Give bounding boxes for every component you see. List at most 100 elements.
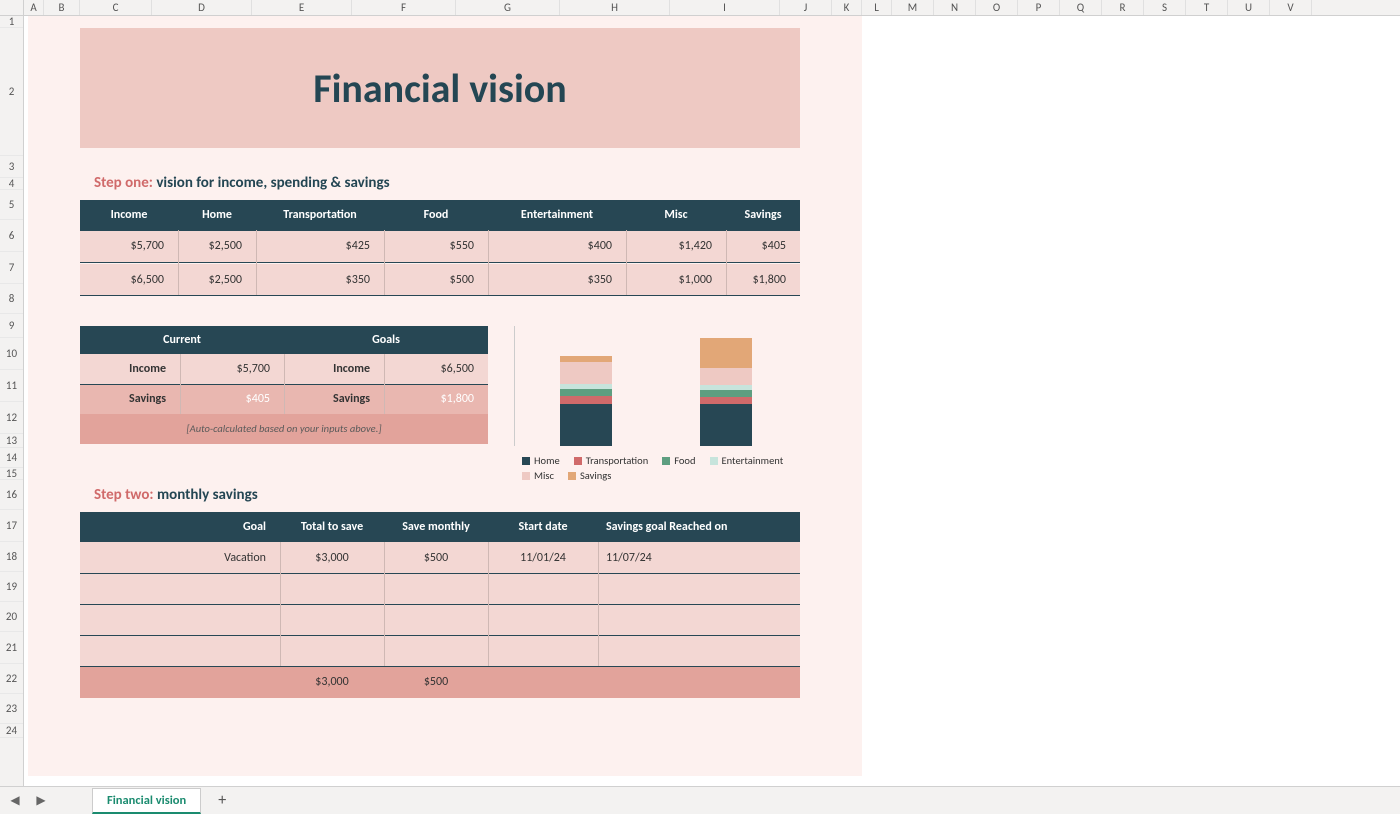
row-header-11[interactable]: 11 (0, 370, 23, 402)
chart-segment (560, 404, 612, 446)
step1-col-savings: Savings (726, 208, 800, 222)
table-cell[interactable]: $1,420 (626, 239, 726, 253)
summary-header: Current Goals (80, 326, 488, 354)
table-cell[interactable]: $2,500 (178, 239, 256, 253)
row-header-21[interactable]: 21 (0, 632, 23, 664)
row-header-15[interactable]: 15 (0, 468, 23, 480)
table-cell[interactable]: $500 (384, 551, 488, 565)
table-cell[interactable]: $2,500 (178, 273, 256, 287)
summary-current-income: $5,700 (180, 362, 284, 376)
column-header-A[interactable]: A (24, 0, 44, 15)
column-header-M[interactable]: M (892, 0, 934, 15)
row-header-14[interactable]: 14 (0, 448, 23, 468)
summary-income-label: Income (80, 362, 180, 376)
column-header-O[interactable]: O (976, 0, 1018, 15)
row-header-4[interactable]: 4 (0, 178, 23, 190)
column-header-V[interactable]: V (1270, 0, 1312, 15)
divider (80, 635, 800, 636)
column-header-C[interactable]: C (80, 0, 152, 15)
summary-savings-label: Savings (80, 392, 180, 406)
row-header-12[interactable]: 12 (0, 402, 23, 434)
row-header-19[interactable]: 19 (0, 572, 23, 602)
column-header-R[interactable]: R (1102, 0, 1144, 15)
table-cell[interactable]: 11/07/24 (598, 551, 798, 565)
table-cell[interactable]: 11/01/24 (488, 551, 598, 565)
divider (80, 230, 800, 231)
table-cell[interactable]: $1,800 (726, 273, 800, 287)
summary-goal-income: $6,500 (384, 362, 488, 376)
column-header-B[interactable]: B (44, 0, 80, 15)
step1-table-header: IncomeHomeTransportationFoodEntertainmen… (80, 200, 800, 230)
step2-row[interactable] (80, 604, 800, 635)
row-header-13[interactable]: 13 (0, 434, 23, 448)
row-header-7[interactable]: 7 (0, 252, 23, 284)
table-cell[interactable]: $350 (488, 273, 626, 287)
row-header-3[interactable]: 3 (0, 156, 23, 178)
table-cell[interactable]: $5,700 (80, 239, 178, 253)
legend-swatch (574, 457, 582, 465)
column-header-E[interactable]: E (252, 0, 352, 15)
column-header-S[interactable]: S (1144, 0, 1186, 15)
row-header-17[interactable]: 17 (0, 510, 23, 542)
column-header-U[interactable]: U (1228, 0, 1270, 15)
step2-row[interactable]: Vacation$3,000$50011/01/2411/07/24 (80, 542, 800, 573)
select-all-corner[interactable] (0, 0, 24, 15)
row-header-8[interactable]: 8 (0, 284, 23, 314)
table-cell[interactable]: $550 (384, 239, 488, 253)
column-header-F[interactable]: F (352, 0, 456, 15)
add-sheet-button[interactable]: + (209, 790, 235, 812)
divider (488, 230, 489, 295)
legend-item-entertainment: Entertainment (710, 454, 784, 467)
step2-col-header: Save monthly (384, 520, 488, 534)
tab-nav-next[interactable]: ▶ (30, 790, 52, 812)
table-cell: $3,000 (280, 675, 384, 689)
row-header-24[interactable]: 24 (0, 724, 23, 738)
row-header-23[interactable]: 23 (0, 694, 23, 724)
row-header-2[interactable]: 2 (0, 28, 23, 156)
column-header-T[interactable]: T (1186, 0, 1228, 15)
table-cell[interactable]: $500 (384, 273, 488, 287)
table-cell[interactable]: $400 (488, 239, 626, 253)
column-header-N[interactable]: N (934, 0, 976, 15)
step2-row[interactable] (80, 635, 800, 666)
row-header-9[interactable]: 9 (0, 314, 23, 338)
table-cell[interactable]: Vacation (80, 551, 280, 565)
row-header-20[interactable]: 20 (0, 602, 23, 632)
sheet-tab-active[interactable]: Financial vision (92, 788, 201, 814)
divider (80, 262, 800, 263)
column-header-D[interactable]: D (152, 0, 252, 15)
table-cell[interactable]: $1,000 (626, 273, 726, 287)
step1-row-2[interactable]: $6,500$2,500$350$500$350$1,000$1,800 (80, 264, 800, 296)
step2-col-header: Savings goal Reached on (598, 520, 798, 534)
column-header-J[interactable]: J (780, 0, 832, 15)
table-cell[interactable]: $425 (256, 239, 384, 253)
column-header-Q[interactable]: Q (1060, 0, 1102, 15)
row-header-6[interactable]: 6 (0, 220, 23, 252)
column-header-H[interactable]: H (560, 0, 670, 15)
row-header-1[interactable]: 1 (0, 16, 23, 28)
tab-nav-prev[interactable]: ◀ (4, 790, 26, 812)
step1-row-1[interactable]: $5,700$2,500$425$550$400$1,420$405 (80, 230, 800, 262)
table-cell[interactable]: $350 (256, 273, 384, 287)
row-header-10[interactable]: 10 (0, 338, 23, 370)
column-headers: ABCDEFGHIJKLMNOPQRSTUV (0, 0, 1400, 16)
column-header-I[interactable]: I (670, 0, 780, 15)
chart-segment (560, 362, 612, 384)
step2-row[interactable] (80, 573, 800, 604)
legend-label: Transportation (586, 454, 649, 467)
row-header-16[interactable]: 16 (0, 480, 23, 510)
step2-col-header: Start date (488, 520, 598, 534)
row-header-5[interactable]: 5 (0, 190, 23, 220)
row-header-18[interactable]: 18 (0, 542, 23, 572)
sheet-canvas[interactable]: Financial vision Step one: vision for in… (24, 16, 1400, 786)
chart-bar-0 (560, 356, 612, 446)
column-header-L[interactable]: L (862, 0, 892, 15)
column-header-G[interactable]: G (456, 0, 560, 15)
table-cell[interactable]: $6,500 (80, 273, 178, 287)
legend-label: Misc (534, 469, 554, 482)
table-cell[interactable]: $405 (726, 239, 800, 253)
table-cell[interactable]: $3,000 (280, 551, 384, 565)
row-header-22[interactable]: 22 (0, 664, 23, 694)
column-header-P[interactable]: P (1018, 0, 1060, 15)
column-header-K[interactable]: K (832, 0, 862, 15)
